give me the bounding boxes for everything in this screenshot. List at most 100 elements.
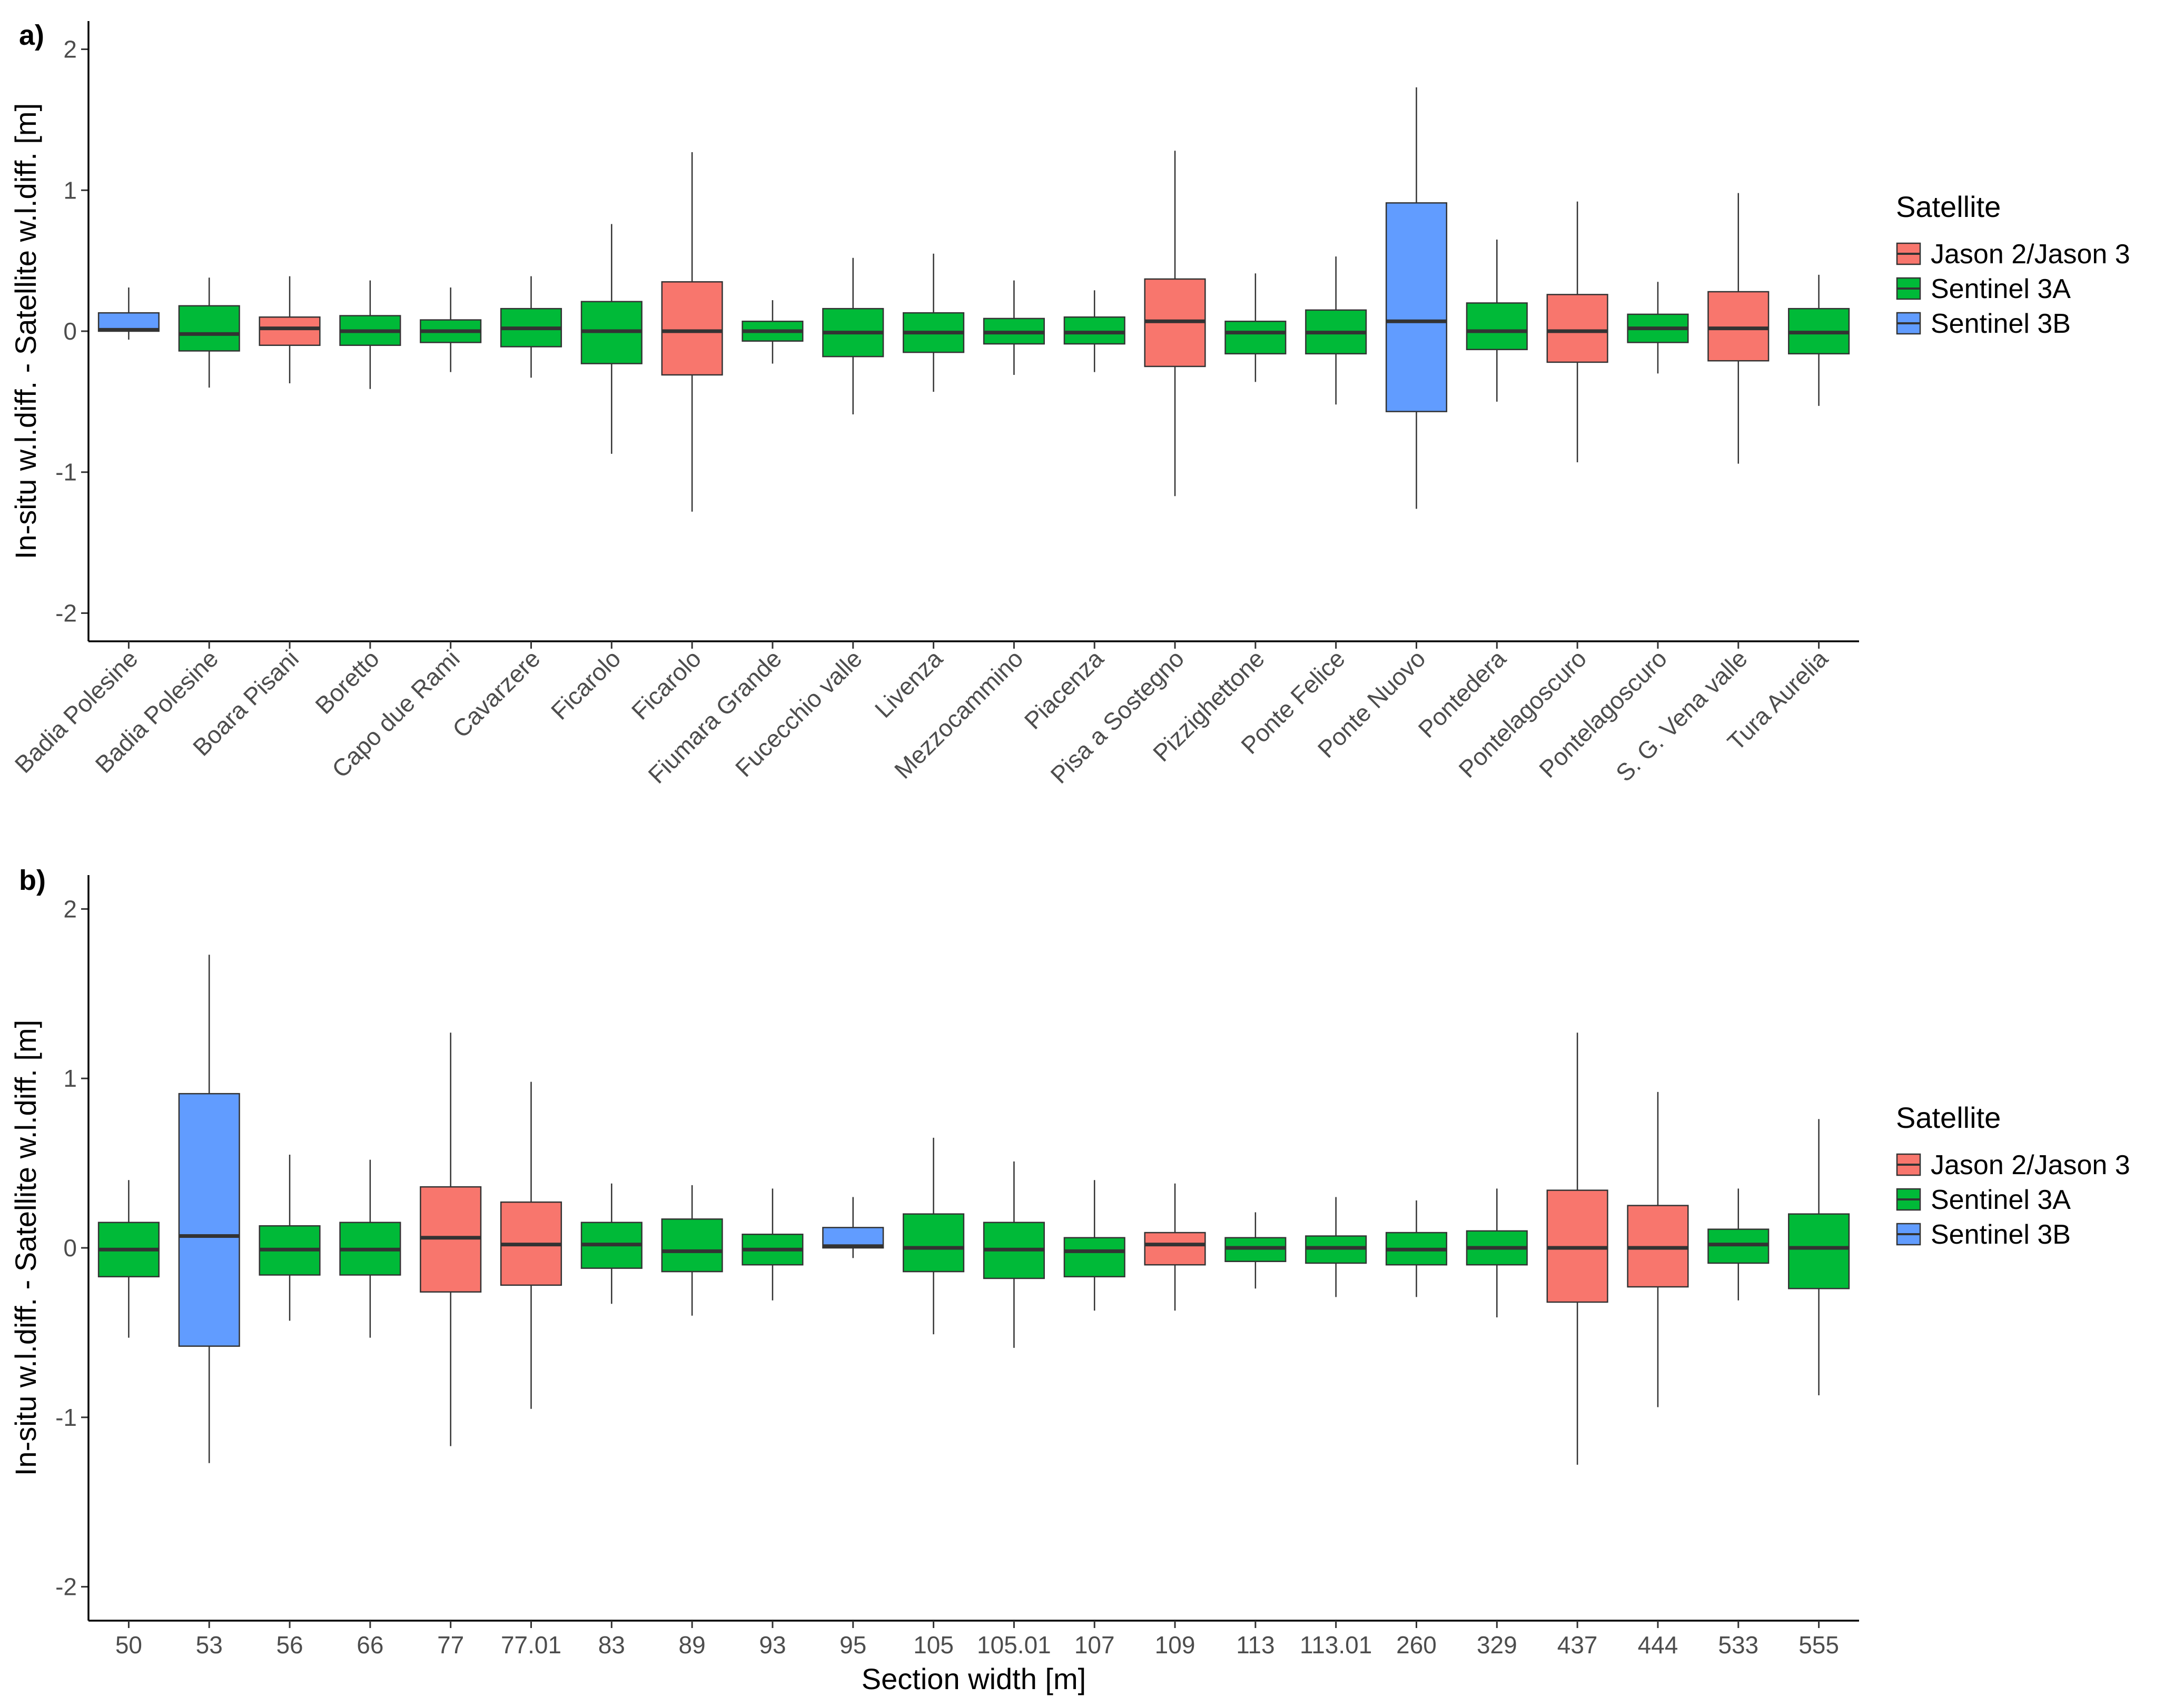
box-iqr — [1063, 316, 1125, 345]
x-tick-label: 107 — [1074, 1631, 1115, 1659]
y-tick-label: 0 — [63, 1234, 77, 1262]
y-tick-label: -1 — [55, 459, 77, 486]
y-axis-title: In-situ w.l.diff. - Satellite w.l.diff. … — [9, 103, 42, 559]
box-3 — [259, 1155, 321, 1321]
y-tick-label: -2 — [55, 599, 77, 627]
box-iqr — [1546, 294, 1608, 363]
box-1 — [97, 1180, 160, 1338]
box-iqr — [1385, 202, 1448, 412]
box-14 — [1144, 1183, 1206, 1311]
box-6 — [500, 276, 562, 378]
box-15 — [1224, 1212, 1287, 1289]
box-iqr — [661, 1218, 723, 1273]
box-10 — [822, 1197, 884, 1258]
x-tick-label: 56 — [276, 1631, 303, 1659]
box-3 — [259, 276, 321, 384]
box-19 — [1546, 1033, 1608, 1465]
x-axis-title: Section width [m] — [862, 1662, 1086, 1695]
box-22 — [1788, 1119, 1850, 1395]
box-iqr — [1224, 321, 1287, 355]
x-tick-label: 555 — [1798, 1631, 1839, 1659]
box-22 — [1788, 274, 1850, 406]
box-20 — [1627, 1091, 1689, 1407]
y-tick-label: 1 — [63, 176, 77, 204]
panel-tag: a) — [19, 19, 44, 51]
legend: Satellite Jason 2/Jason 3 Sentinel 3A Senti… — [1896, 1101, 2130, 1250]
legend-label: Sentinel 3B — [1931, 1219, 2071, 1250]
legend-label: Jason 2/Jason 3 — [1931, 1150, 2130, 1180]
box-12 — [983, 280, 1045, 375]
box-8 — [661, 152, 723, 512]
box-16 — [1305, 1197, 1367, 1297]
y-tick-label: 1 — [63, 1065, 77, 1092]
legend-label: Sentinel 3A — [1931, 1185, 2071, 1215]
box-iqr — [1788, 1213, 1850, 1289]
y-tick-label: 0 — [63, 317, 77, 345]
legend-title: Satellite — [1896, 190, 2001, 223]
y-tick-label: -1 — [55, 1404, 77, 1431]
y-axis-title: In-situ w.l.diff. - Satellite w.l.diff. … — [9, 1020, 42, 1476]
box-10 — [822, 257, 884, 414]
x-tick-label: 113 — [1236, 1631, 1274, 1659]
legend-title: Satellite — [1896, 1101, 2001, 1134]
x-tick-label: 66 — [357, 1631, 383, 1659]
box-13 — [1063, 290, 1125, 372]
box-4 — [339, 1159, 401, 1338]
x-tick-label: 444 — [1638, 1631, 1678, 1659]
box-18 — [1466, 1188, 1528, 1317]
box-20 — [1627, 282, 1689, 374]
x-tick-label: 77.01 — [501, 1631, 561, 1659]
legend: Satellite Jason 2/Jason 3 Sentinel 3A Senti… — [1896, 190, 2130, 339]
x-tick-label: 105 — [913, 1631, 954, 1659]
box-iqr — [259, 316, 321, 346]
panel-tag: b) — [19, 865, 46, 896]
box-iqr — [1466, 302, 1528, 351]
box-1 — [97, 287, 160, 340]
panel-b: b) In-situ w.l.diff. - Satellite w.l.diff… — [9, 865, 2130, 1695]
x-tick-label: 437 — [1557, 1631, 1598, 1659]
box-18 — [1466, 239, 1528, 402]
x-tick-label: 50 — [115, 1631, 142, 1659]
y-tick-label: -2 — [55, 1573, 77, 1601]
box-11 — [903, 1137, 965, 1335]
box-11 — [903, 253, 965, 392]
box-5 — [420, 287, 482, 372]
x-tick-label: 260 — [1396, 1631, 1437, 1659]
x-tick-label: 95 — [839, 1631, 866, 1659]
box-7 — [580, 224, 643, 454]
box-7 — [580, 1183, 643, 1304]
x-tick-label: 89 — [679, 1631, 706, 1659]
x-tick-label: 329 — [1477, 1631, 1517, 1659]
box-9 — [742, 300, 804, 364]
y-tick-label: 2 — [63, 36, 77, 63]
legend-label: Jason 2/Jason 3 — [1931, 239, 2130, 270]
legend-label: Sentinel 3A — [1931, 274, 2071, 304]
box-21 — [1707, 1188, 1770, 1301]
box-9 — [742, 1188, 804, 1301]
box-17 — [1385, 87, 1448, 509]
x-tick-label: 93 — [759, 1631, 786, 1659]
box-6 — [500, 1081, 562, 1409]
box-iqr — [178, 305, 240, 352]
box-iqr — [178, 1093, 240, 1347]
box-2 — [178, 955, 240, 1463]
box-17 — [1385, 1200, 1448, 1297]
y-tick-label: 2 — [63, 895, 77, 922]
box-14 — [1144, 151, 1206, 497]
box-iqr — [1707, 291, 1770, 362]
box-19 — [1546, 201, 1608, 462]
x-tick-label: 109 — [1155, 1631, 1195, 1659]
box-iqr — [1063, 1237, 1125, 1277]
box-12 — [983, 1161, 1045, 1348]
box-iqr — [661, 281, 723, 376]
box-21 — [1707, 193, 1770, 464]
box-2 — [178, 277, 240, 388]
box-iqr — [1144, 1232, 1206, 1266]
box-4 — [339, 280, 401, 389]
box-15 — [1224, 273, 1287, 382]
x-tick-label: 77 — [437, 1631, 464, 1659]
x-tick-label: 83 — [598, 1631, 625, 1659]
box-iqr — [903, 1213, 965, 1273]
legend-label: Sentinel 3B — [1931, 309, 2071, 339]
